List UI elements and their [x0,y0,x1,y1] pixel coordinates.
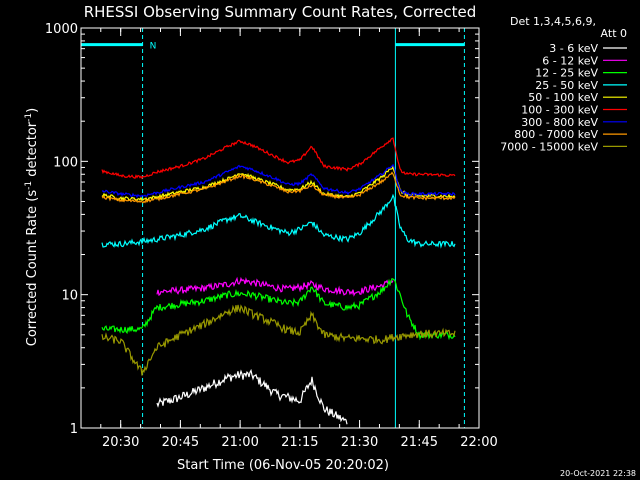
legend-label-7: 800 - 7000 keV [514,128,598,141]
y-tick-label-0: 1 [70,422,78,437]
legend-label-3: 25 - 50 keV [535,79,598,92]
x-tick-label-4: 21:30 [341,435,378,450]
x-tick-label-0: 20:30 [102,435,139,450]
y-tick-label-1: 10 [61,289,78,304]
x-tick-label-2: 21:00 [221,435,258,450]
series-line-1 [156,276,394,297]
generation-timestamp: 20-Oct-2021 22:38 [560,469,636,478]
x-tick-label-5: 21:45 [401,435,438,450]
x-axis-label: Start Time (06-Nov-05 20:20:02) [177,458,389,473]
x-tick-label-1: 20:45 [162,435,199,450]
legend-label-5: 100 - 300 keV [521,104,598,117]
legend-label-0: 3 - 6 keV [549,42,598,55]
legend-label-8: 7000 - 15000 keV [500,140,598,153]
y-tick-label-3: 1000 [45,22,78,37]
series-line-0 [156,368,348,425]
plot-area: N 1 10 100 1000 20:30 20:45 21:00 21:15 21:30 21:4… [45,22,627,450]
series-line-6 [101,163,456,199]
x-tick-label-3: 21:15 [281,435,318,450]
y-axis-label: Corrected Count Rate (s-1 detector-1) [24,108,40,346]
series-line-5 [101,137,456,180]
y-tick-label-2: 100 [53,155,78,170]
series-line-2 [101,277,456,341]
legend-label-2: 12 - 25 keV [535,67,598,80]
legend-header-line1: Det 1,3,4,5,6,9, [510,15,596,28]
x-tick-label-6: 22:00 [460,435,497,450]
series-line-3 [101,193,456,249]
legend-label-4: 50 - 100 keV [528,91,598,104]
series-line-7 [101,171,456,204]
annotation-0: N [150,42,157,52]
legend-label-1: 6 - 12 keV [542,54,598,67]
legend-label-6: 300 - 800 keV [521,116,598,129]
series-line-8 [101,304,456,376]
chart-title: RHESSI Observing Summary Count Rates, Co… [84,3,477,21]
legend-header-line2: Att 0 [601,27,627,40]
